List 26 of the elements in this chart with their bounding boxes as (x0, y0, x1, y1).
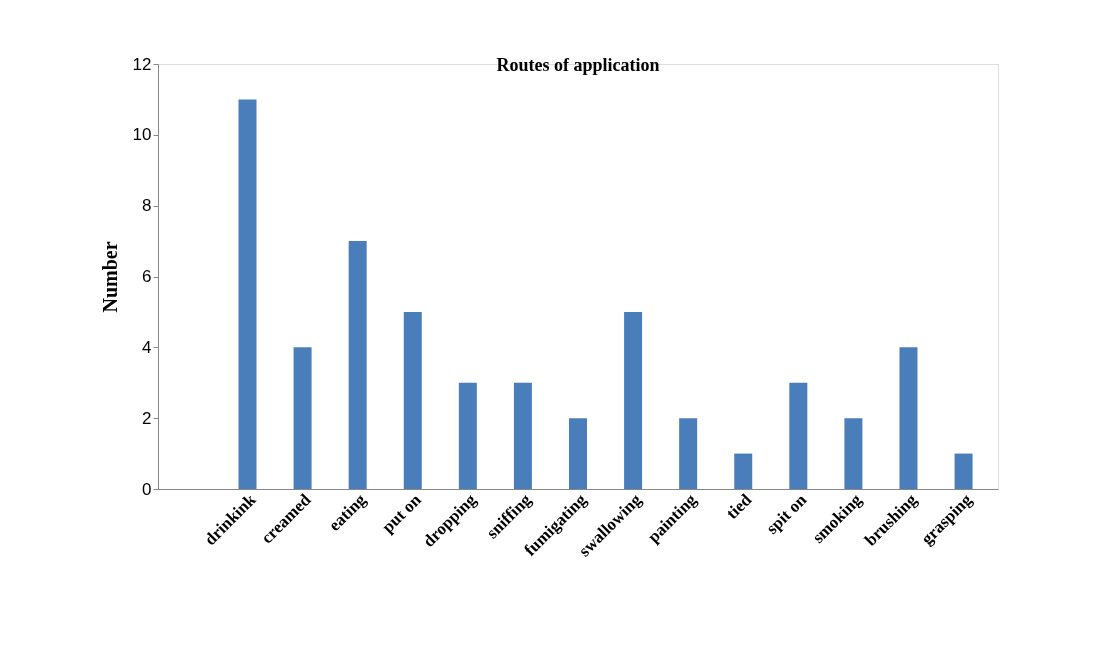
y-axis-title: Number (98, 241, 121, 313)
bar (403, 311, 422, 489)
x-tick-label: tied (722, 489, 756, 523)
bar (844, 418, 863, 489)
bar (238, 99, 257, 489)
y-tick-label: 4 (142, 337, 152, 357)
y-tick-label: 10 (132, 125, 152, 145)
bar (954, 453, 973, 489)
bar (513, 382, 532, 489)
y-tick-label: 12 (132, 54, 152, 74)
bar (789, 382, 808, 489)
bar (679, 418, 698, 489)
y-tick-label: 6 (142, 267, 152, 286)
chart-title: Routes of application (496, 55, 660, 75)
bar (348, 241, 367, 489)
bar (624, 311, 643, 489)
x-tick-label: put on (378, 489, 426, 537)
y-tick-label: 0 (142, 479, 152, 499)
bar (899, 347, 918, 489)
bar (293, 347, 312, 489)
y-tick-label: 2 (142, 408, 152, 428)
bar (458, 382, 477, 489)
x-tick-label: spit on (762, 489, 811, 538)
bar (734, 453, 753, 489)
y-tick-label: 8 (142, 196, 152, 216)
bar (569, 418, 587, 489)
